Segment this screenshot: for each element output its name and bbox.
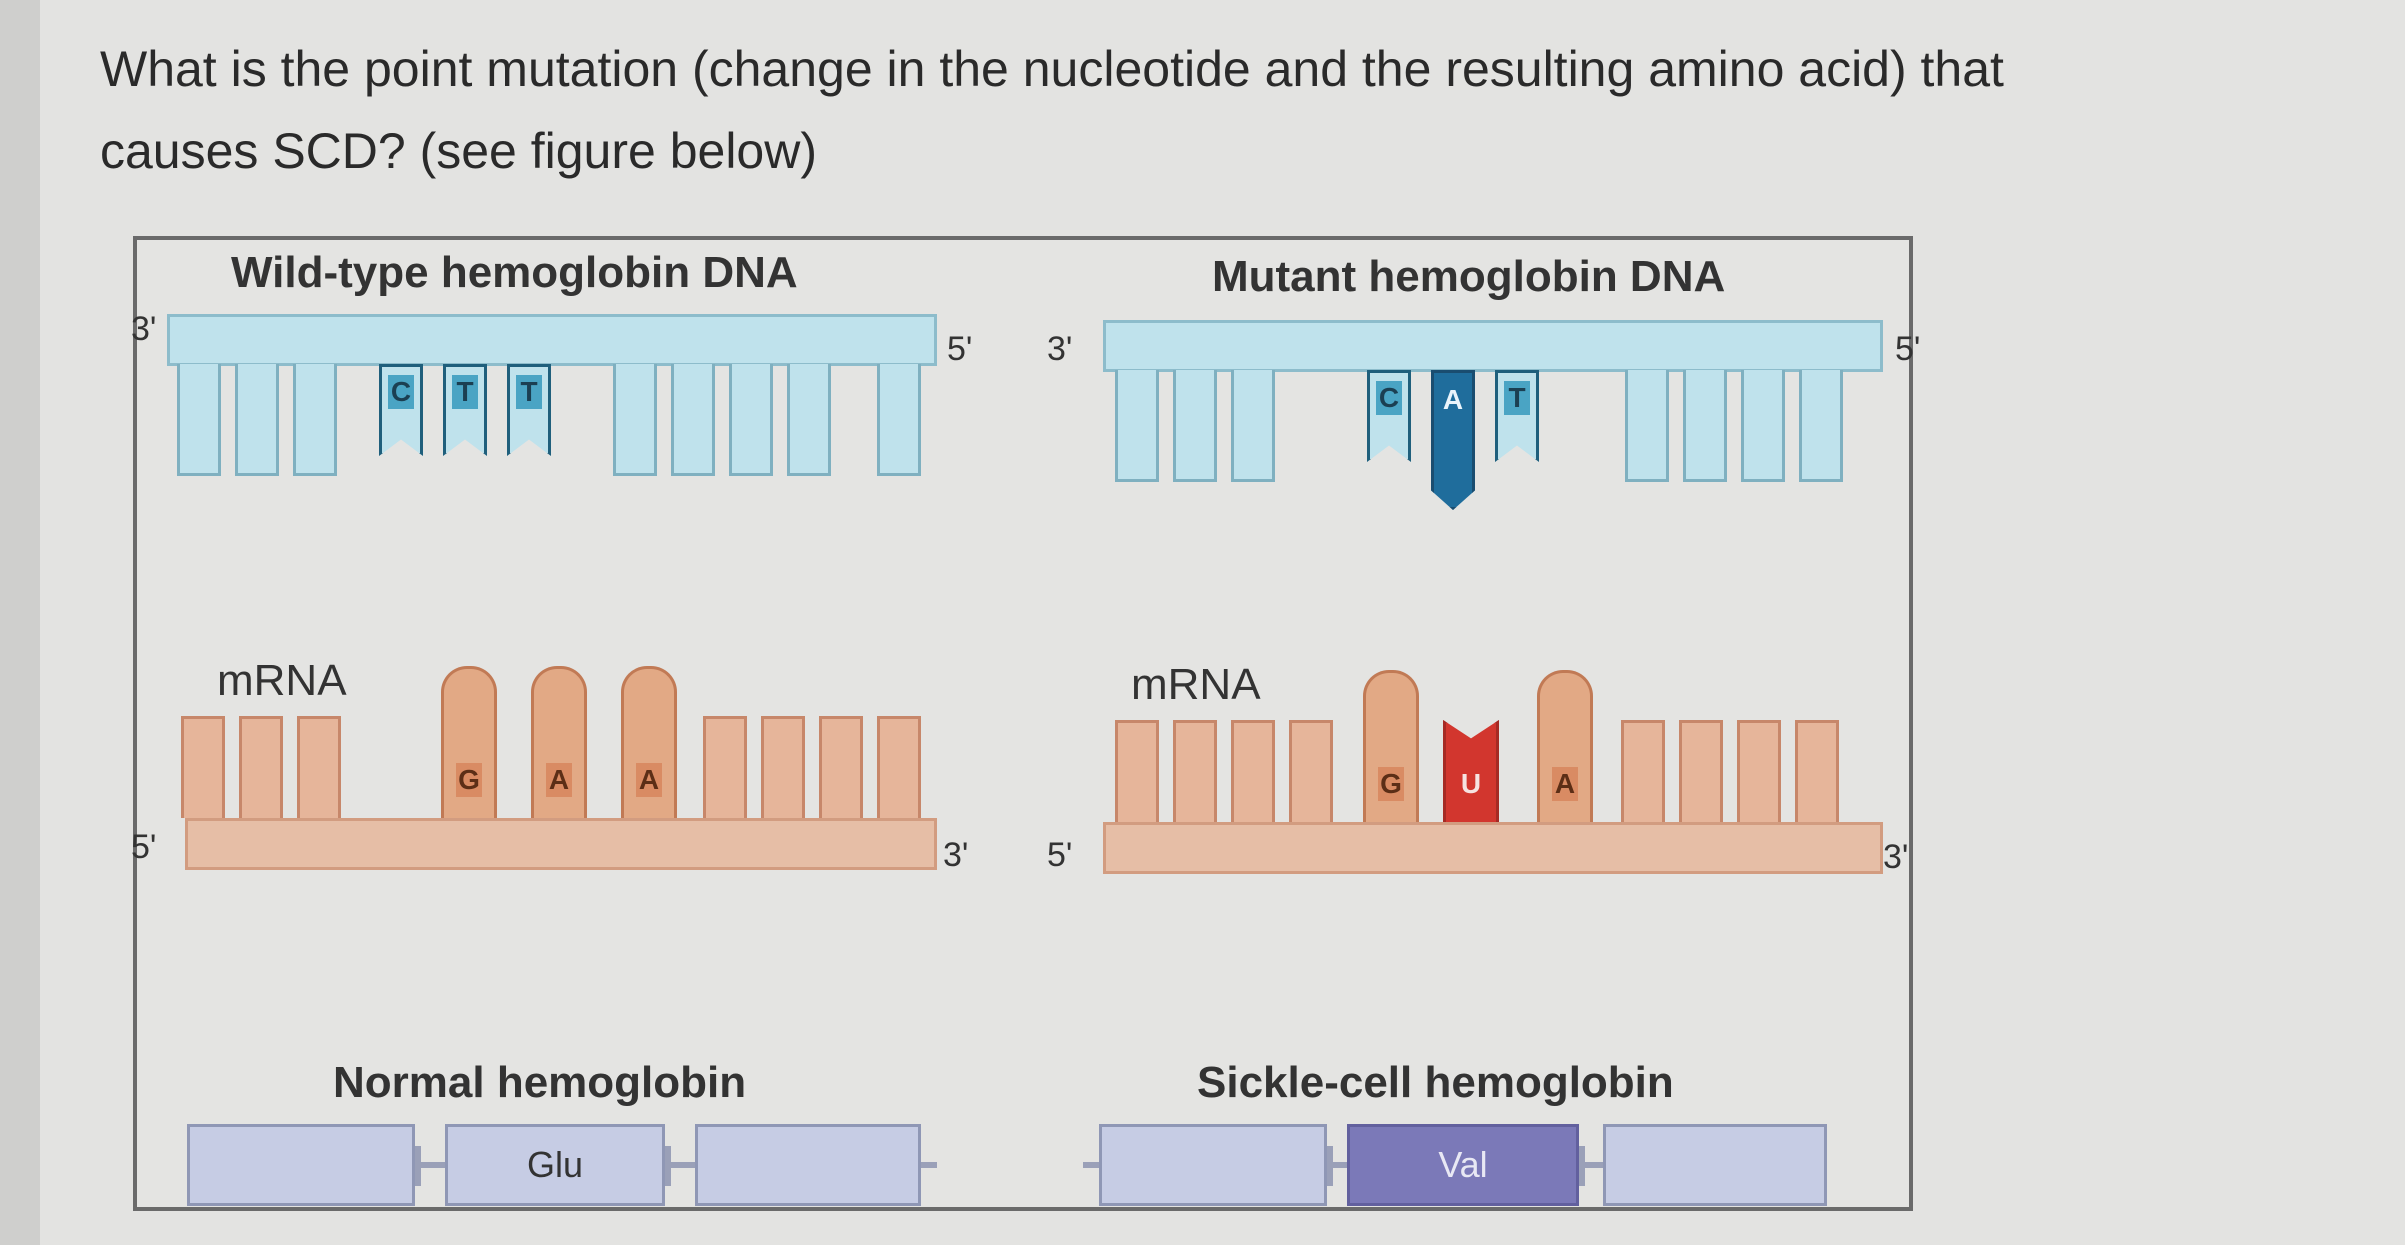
wild-dna-5prime: 5'	[947, 330, 973, 368]
dna-nucleotide	[787, 364, 831, 476]
wild-dna-base-3: T	[507, 364, 551, 456]
amino-acid-box	[187, 1124, 415, 1206]
amino-acid-box	[1099, 1124, 1327, 1206]
amino-acid-box	[1603, 1124, 1827, 1206]
peptide-bond	[1327, 1162, 1347, 1168]
dna-nucleotide	[729, 364, 773, 476]
wild-mrna-3prime: 3'	[943, 836, 969, 874]
mrna-nucleotide	[1231, 720, 1275, 822]
dna-nucleotide	[613, 364, 657, 476]
mutant-mrna-label: mRNA	[1131, 660, 1261, 709]
question-line-1: What is the point mutation (change in th…	[100, 41, 2004, 97]
normal-amino-acid: Glu	[445, 1124, 665, 1206]
mrna-nucleotide	[819, 716, 863, 818]
peptide-bond	[1083, 1162, 1099, 1168]
wild-dna-base-2: T	[443, 364, 487, 456]
mrna-nucleotide	[1679, 720, 1723, 822]
wild-dna-backbone	[167, 314, 937, 366]
dna-nucleotide	[877, 364, 921, 476]
wild-mrna-base-2: A	[531, 666, 587, 818]
mutant-dna-3prime: 3'	[1047, 330, 1073, 368]
mutant-mrna-3prime: 3'	[1883, 838, 1909, 876]
wild-mrna-base-3: A	[621, 666, 677, 818]
dna-nucleotide	[1741, 370, 1785, 482]
mutant-mrna-base-1: G	[1363, 670, 1419, 822]
mutant-mrna-base-3: A	[1537, 670, 1593, 822]
sickle-hemoglobin-title: Sickle-cell hemoglobin	[1197, 1058, 1674, 1107]
mutant-mrna-backbone	[1103, 822, 1883, 874]
mutant-dna-title: Mutant hemoglobin DNA	[1212, 252, 1726, 301]
amino-acid-box	[695, 1124, 921, 1206]
mrna-nucleotide	[703, 716, 747, 818]
wild-mrna-label: mRNA	[217, 656, 347, 705]
wild-mrna-base-1: G	[441, 666, 497, 818]
mrna-nucleotide	[1737, 720, 1781, 822]
dna-nucleotide	[1683, 370, 1727, 482]
dna-nucleotide	[235, 364, 279, 476]
wild-mrna-backbone	[185, 818, 937, 870]
wild-mrna-5prime: 5'	[131, 828, 157, 866]
mrna-nucleotide	[297, 716, 341, 818]
mrna-nucleotide	[239, 716, 283, 818]
question-text: What is the point mutation (change in th…	[100, 28, 2320, 192]
dna-nucleotide	[177, 364, 221, 476]
mrna-nucleotide	[761, 716, 805, 818]
dna-nucleotide	[1231, 370, 1275, 482]
peptide-bond	[921, 1162, 937, 1168]
dna-nucleotide	[1799, 370, 1843, 482]
mrna-nucleotide	[1173, 720, 1217, 822]
mutant-dna-base-1: C	[1367, 370, 1411, 462]
sickle-amino-acid: Val	[1347, 1124, 1579, 1206]
mutant-dna-backbone	[1103, 320, 1883, 372]
peptide-bond	[665, 1162, 695, 1168]
question-line-2: causes SCD? (see figure below)	[100, 123, 817, 179]
mrna-nucleotide	[1115, 720, 1159, 822]
peptide-bond	[415, 1162, 445, 1168]
mrna-nucleotide	[877, 716, 921, 818]
mutant-dna-base-2: A	[1431, 370, 1475, 510]
dna-nucleotide	[1625, 370, 1669, 482]
dna-nucleotide	[671, 364, 715, 476]
mrna-nucleotide	[1795, 720, 1839, 822]
mutant-dna-5prime: 5'	[1895, 330, 1921, 368]
dna-nucleotide	[293, 364, 337, 476]
peptide-bond	[1579, 1162, 1603, 1168]
mrna-nucleotide	[1621, 720, 1665, 822]
sickle-cell-figure: Wild-type hemoglobin DNA 3' 5' C T T Mut…	[131, 236, 1920, 1211]
mrna-nucleotide	[181, 716, 225, 818]
dna-nucleotide	[1173, 370, 1217, 482]
wild-dna-3prime: 3'	[131, 310, 157, 348]
mrna-nucleotide	[1289, 720, 1333, 822]
wild-dna-base-1: C	[379, 364, 423, 456]
mutant-mrna-5prime: 5'	[1047, 836, 1073, 874]
mutant-mrna-base-2: U	[1443, 720, 1499, 822]
page-margin	[0, 0, 42, 1245]
normal-hemoglobin-title: Normal hemoglobin	[333, 1058, 747, 1107]
wild-dna-title: Wild-type hemoglobin DNA	[231, 248, 798, 297]
dna-nucleotide	[1115, 370, 1159, 482]
mutant-dna-base-3: T	[1495, 370, 1539, 462]
